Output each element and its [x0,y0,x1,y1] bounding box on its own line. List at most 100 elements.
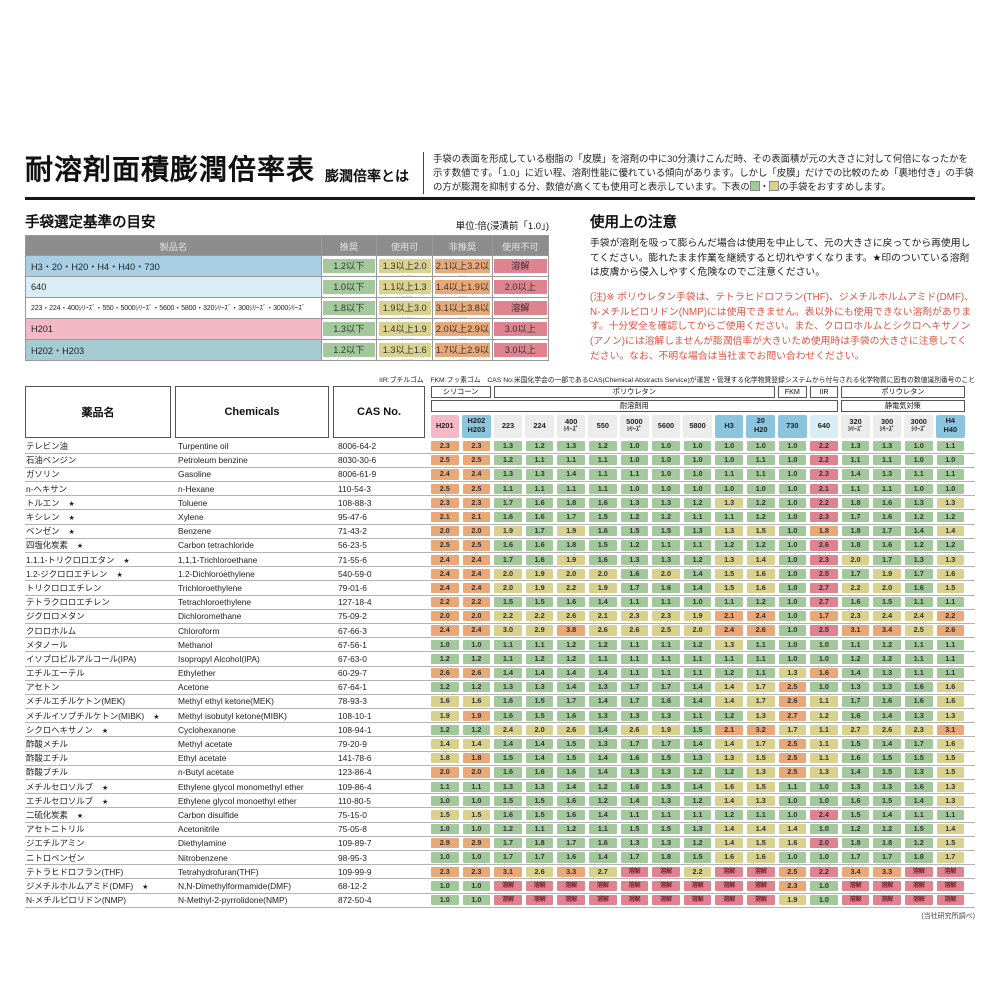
value-cell: 1.5 [871,753,903,764]
value-cell: 1.1 [745,469,777,480]
swelling-ratio-value: 1.1 [557,455,585,466]
value-cell: 1.2 [492,824,524,835]
swelling-ratio-value: 2.5 [462,540,491,551]
swelling-ratio-value: 1.6 [841,710,870,721]
swelling-ratio-value: 1.7 [810,611,838,622]
swelling-ratio-value: 1.4 [715,682,743,693]
swelling-ratio-value: 1.5 [936,838,965,849]
value-cell: 3.3 [871,866,903,877]
table-row: エチルエーテル Ethylether 60-29-7 2.6 2.6 1.4 1.4 1.4 1… [25,667,975,681]
product-label-line: 224 [533,420,546,430]
selection-column-header: 使用不可 [491,235,550,256]
swelling-ratio-value: 1.1 [525,483,554,494]
product-column-header: 5800 [683,414,712,438]
swelling-ratio-value: 2.5 [652,625,680,636]
swelling-ratio-value: 溶解 [715,866,743,877]
value-cell: 1.1 [682,710,714,721]
value-cell: 1.5 [650,753,682,764]
swelling-ratio-value: 1.5 [936,767,965,778]
selection-value-cell: 1.1以上1.3以下 [375,276,434,298]
swelling-ratio-value: 1.0 [810,895,838,906]
value-cell: 2.3 [619,611,651,622]
value-cell: 1.0 [650,455,682,466]
swelling-ratio-value: 3.8 [557,625,585,636]
swelling-ratio-value: 1.0 [810,653,838,664]
value-cell: 2.2 [935,611,967,622]
swelling-ratio-value: 1.0 [778,511,807,523]
swelling-ratio-value: 2.6 [588,625,617,636]
cas-no-cell: 79-01-6 [338,582,367,593]
swelling-ratio-value: 1.0 [683,441,712,452]
value-cell: 1.4 [587,668,619,679]
swelling-ratio-value: 1.1 [494,483,522,494]
value-cell: 1.0 [777,483,809,494]
swelling-ratio-value: 1.3 [588,710,617,721]
swelling-ratio-value: 1.8 [841,540,870,551]
swelling-ratio-value: 1.7 [620,582,649,594]
value-cell: 1.3 [619,497,651,508]
table-row: 石油ベンジン Petroleum benzine 8030-30-6 2.5 2.5 1.… [25,454,975,468]
value-cell: 1.4 [587,809,619,821]
swelling-ratio-value: 1.2 [904,838,933,849]
product-label-line: H3 [724,420,734,430]
table-row: メチルエチルケトン(MEK) Methyl ethyl ketone(MEK) 78… [25,695,975,710]
value-cell: 1.6 [555,597,587,608]
swelling-ratio-value: 1.0 [431,639,459,650]
swelling-ratio-value: 1.6 [494,767,522,778]
swelling-ratio-value: 1.5 [936,582,965,594]
swelling-ratio-value: 1.5 [715,568,743,579]
swelling-ratio-value: 2.4 [810,809,838,821]
toxic-star-icon: ★ [116,571,123,579]
table-row: n-ヘキサン n-Hexane 110-54-3 2.5 2.5 1.1 1.1 1.1 1.1… [25,482,975,497]
chemical-en-cell: Xylene [178,512,204,523]
value-cell: 1.3 [903,554,935,565]
value-cell: 1.2 [650,511,682,523]
product-column-header: 20 H20 [746,414,776,438]
value-cell: 2.1 [461,511,493,523]
swelling-ratio-value: 2.5 [778,682,807,693]
value-cell: 1.7 [935,852,967,863]
value-cell: 1.0 [903,483,935,494]
value-cell: 1.6 [745,582,777,594]
value-cell: 1.1 [840,455,872,466]
swelling-ratio-value: 1.0 [778,809,807,821]
selection-value-cell: 3.1以上3.8以下 [432,297,493,319]
value-cell: 1.4 [619,795,651,806]
swelling-ratio-value: 1.1 [494,653,522,664]
swelling-ratio-value: 1.3 [715,526,743,537]
swelling-ratio-value: 1.4 [683,582,712,594]
value-cell: 1.8 [903,852,935,863]
swelling-ratio-value: 2.1 [810,483,838,494]
swelling-ratio-value: 1.3 [904,767,933,778]
table-row: 1.1.1-トリクロロエタン ★ 1,1,1-Trichloroethane 71-5… [25,553,975,568]
value-cell: 2.4 [429,625,461,636]
value-cell: 1.1 [650,597,682,608]
swelling-ratio-value: 溶解 [620,866,649,877]
swelling-ratio-value: 1.2 [588,795,617,806]
value-cell: 1.4 [745,824,777,835]
table-row: キシレン ★ Xylene 95-47-6 2.1 2.1 1.6 1.6 1.7 1.5 1.2 1… [25,510,975,525]
value-cell: 1.0 [745,483,777,494]
value-cell: 1.0 [777,625,809,636]
value-cell: 1.3 [935,554,967,565]
swelling-ratio-value: 1.1 [936,653,965,664]
swelling-ratio-value: 1.2 [494,455,522,466]
swelling-ratio-value: 1.4 [715,696,743,707]
chemical-name-cell: メチルエチルケトン(MEK) [26,696,126,707]
value-cell: 2.0 [461,767,493,778]
swelling-ratio-value: 2.4 [715,625,743,636]
swelling-ratio-value: 2.3 [778,880,807,891]
cas-no-cell: 68-12-2 [338,880,367,891]
product-column-header: 3000 ｼﾘｰｽﾞ [904,414,933,438]
swelling-ratio-value: 1.6 [588,526,617,537]
swelling-ratio-value: 溶解 [652,880,680,891]
swelling-ratio-value: 1.0 [683,483,712,494]
swelling-ratio-value: 1.6 [525,540,554,551]
value-cell: 1.6 [650,582,682,594]
value-cell: 1.2 [871,653,903,664]
selection-value-cell: 1.3以上2.0以下 [375,255,434,277]
swelling-ratio-value: 2.1 [462,511,491,523]
table-row: 二硫化炭素 ★ Carbon disulfide 75-15-0 1.5 1.5 1.6 1.… [25,808,975,823]
value-cell: 1.3 [555,441,587,452]
value-cell: 1.8 [871,838,903,849]
